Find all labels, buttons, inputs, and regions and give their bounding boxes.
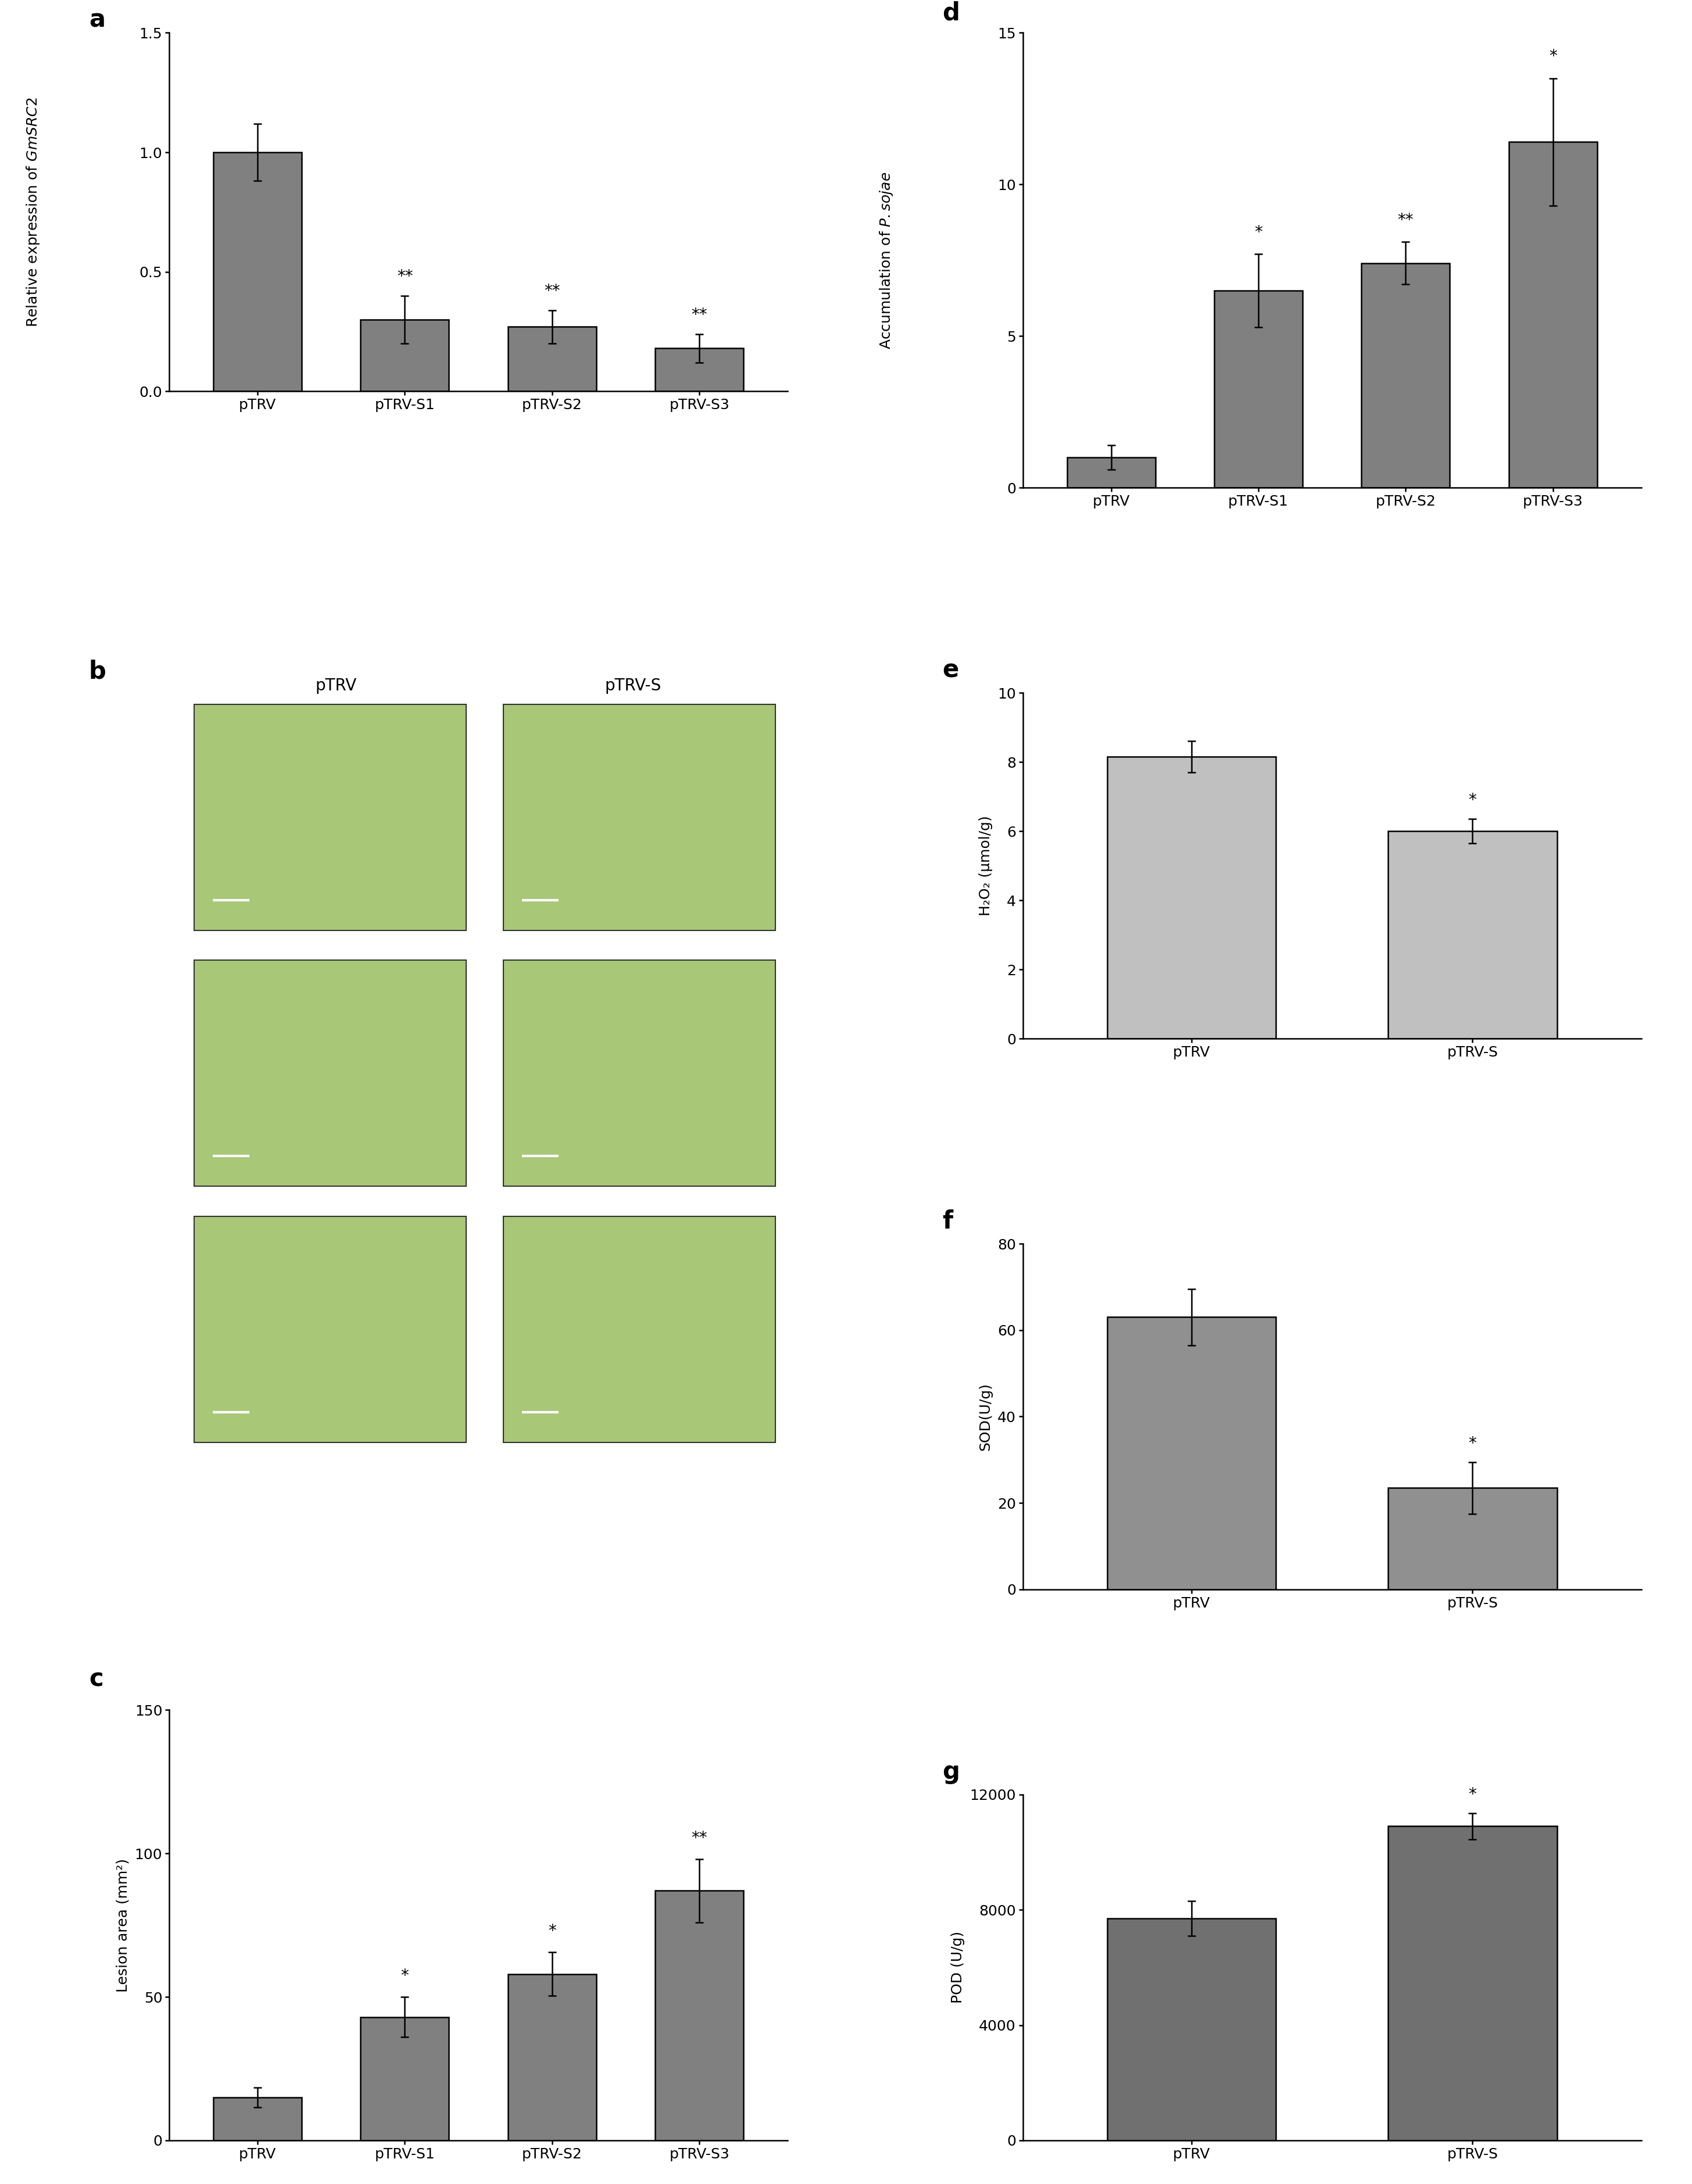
Bar (1387, 1826, 1557, 2140)
Bar (508, 1974, 596, 2140)
FancyBboxPatch shape (503, 703, 775, 930)
Text: Accumulation of $\it{P. sojae}$: Accumulation of $\it{P. sojae}$ (878, 170, 895, 349)
Text: *: * (1469, 1435, 1477, 1452)
Text: *: * (1254, 225, 1262, 240)
Bar (1107, 758, 1276, 1040)
FancyBboxPatch shape (503, 961, 775, 1186)
Text: *: * (1469, 793, 1477, 808)
Text: *: * (548, 1924, 557, 1939)
Text: **: ** (692, 308, 707, 323)
Bar (1362, 264, 1450, 487)
Text: pTRV-S: pTRV-S (604, 677, 662, 695)
Text: c: c (88, 1666, 103, 1690)
Text: b: b (88, 660, 107, 684)
Text: pTRV: pTRV (315, 677, 357, 695)
Bar (1068, 456, 1156, 487)
Text: e: e (942, 657, 959, 684)
Bar (1387, 1487, 1557, 1590)
Bar (213, 153, 301, 391)
Bar (1107, 1918, 1276, 2140)
Text: **: ** (398, 269, 413, 284)
Bar (1107, 1317, 1276, 1590)
Bar (1215, 290, 1303, 487)
Bar (655, 1891, 743, 2140)
Bar (213, 2097, 301, 2140)
Text: Relative expression of $\it{GmSRC2}$: Relative expression of $\it{GmSRC2}$ (25, 96, 41, 328)
Y-axis label: H₂O₂ (μmol/g): H₂O₂ (μmol/g) (978, 815, 993, 915)
Bar (1387, 832, 1557, 1040)
Text: g: g (942, 1760, 959, 1784)
FancyBboxPatch shape (195, 1216, 465, 1441)
Y-axis label: SOD(U/g): SOD(U/g) (978, 1382, 993, 1450)
Text: **: ** (1398, 212, 1413, 229)
FancyBboxPatch shape (195, 961, 465, 1186)
Bar (360, 2018, 448, 2140)
Y-axis label: POD (U/g): POD (U/g) (951, 1931, 964, 2003)
Text: a: a (88, 9, 105, 33)
Bar (655, 349, 743, 391)
Text: *: * (1548, 48, 1557, 66)
Bar (360, 319, 448, 391)
Text: *: * (401, 1968, 409, 1983)
Text: d: d (942, 0, 959, 26)
Text: *: * (1469, 1787, 1477, 1804)
Text: f: f (942, 1210, 953, 1234)
FancyBboxPatch shape (503, 1216, 775, 1441)
Bar (1509, 142, 1597, 487)
Text: **: ** (692, 1830, 707, 1845)
FancyBboxPatch shape (195, 703, 465, 930)
Bar (508, 328, 596, 391)
Y-axis label: Lesion area (mm²): Lesion area (mm²) (115, 1859, 130, 1992)
Text: **: ** (545, 284, 560, 299)
